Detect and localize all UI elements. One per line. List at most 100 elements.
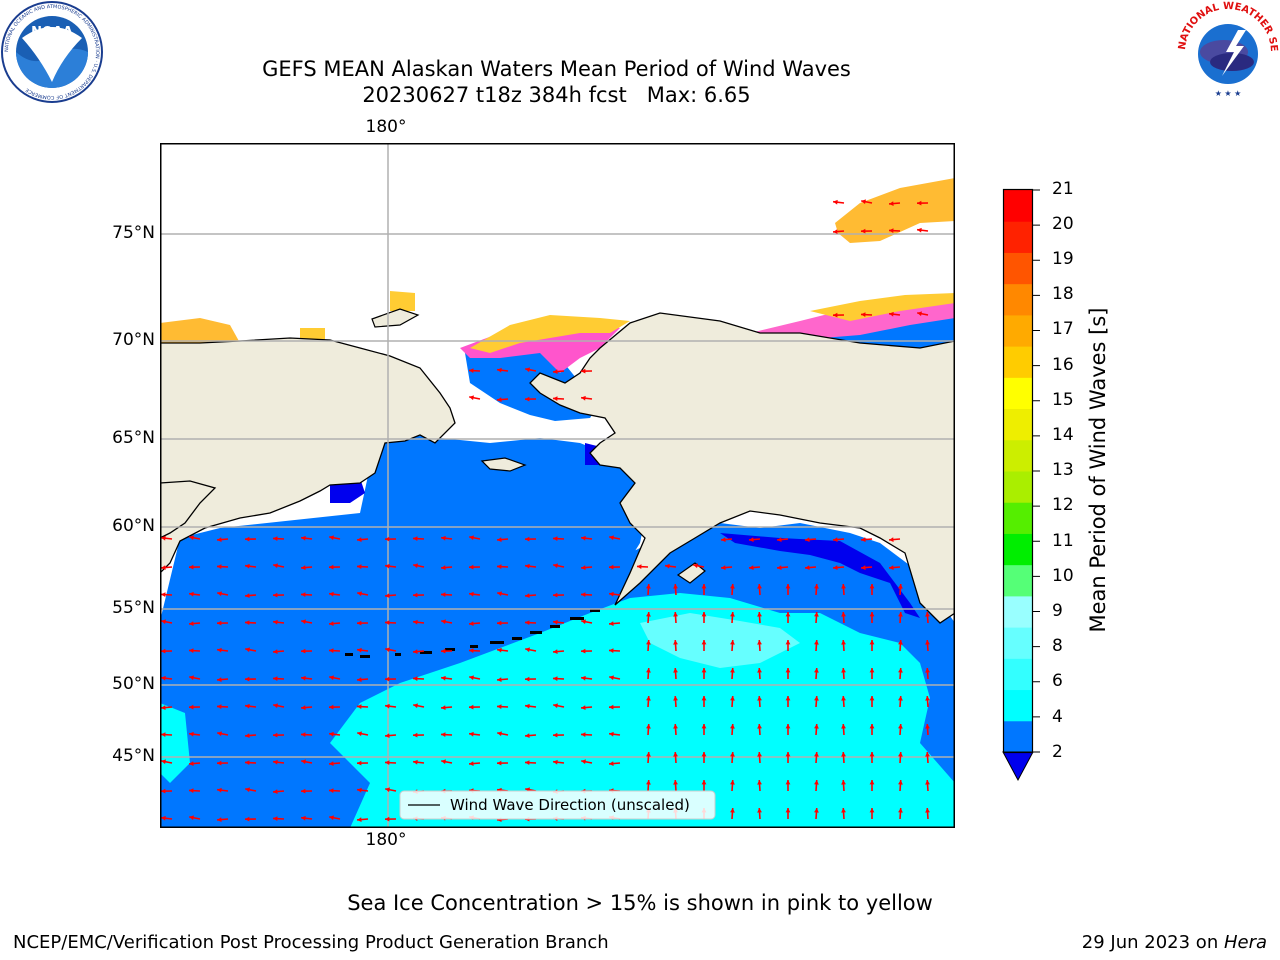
wave-direction-arrowhead	[273, 759, 278, 765]
land-st-lawrence-island	[480, 457, 527, 472]
land-alaska	[529, 312, 955, 624]
sea-ice-yellow-arctic	[835, 178, 955, 243]
wave-direction-arrowhead	[469, 731, 474, 737]
wave-direction-arrowhead	[917, 311, 922, 317]
wave-direction-arrowhead	[841, 780, 846, 785]
wave-direction-arrowhead	[245, 536, 250, 542]
wave-direction-arrowhead	[553, 563, 558, 569]
wave-direction-arrowhead	[189, 591, 194, 597]
wave-direction-arrowhead	[861, 199, 866, 205]
wave-direction-arrowhead	[553, 592, 558, 598]
land-kodiak	[676, 562, 706, 584]
wave-direction-arrowhead	[301, 648, 306, 654]
wave-direction-arrowhead	[329, 648, 334, 654]
colorbar-segment	[1004, 377, 1032, 410]
wave-direction-arrowhead	[861, 312, 866, 318]
wave-direction-arrowhead	[245, 676, 250, 682]
cb-tick-15: 15	[1052, 390, 1074, 410]
wave-direction-arrowhead	[925, 612, 930, 617]
sea-ice-yellow-beaufort	[810, 293, 955, 321]
wave-direction-arrowhead	[841, 808, 846, 813]
cb-tick-12: 12	[1052, 495, 1074, 515]
wave-direction-arrowhead	[673, 612, 678, 617]
wave-direction-arrowhead	[730, 752, 735, 757]
wave-direction-arrowhead	[497, 760, 502, 766]
wave-direction-arrowhead	[814, 696, 819, 701]
wave-direction-arrowhead	[925, 640, 930, 645]
wave-direction-arrowhead	[161, 788, 166, 794]
wave-direction-arrowhead	[553, 649, 558, 654]
wave-direction-arrowhead	[701, 780, 707, 785]
wave-direction-arrowhead	[785, 724, 791, 729]
wave-direction-arrowhead	[329, 704, 334, 710]
wave-direction-arrowhead	[673, 668, 678, 673]
wave-direction-arrowhead	[609, 761, 614, 766]
wave-direction-arrowhead	[553, 536, 558, 542]
wave-direction-arrowhead	[525, 563, 530, 569]
wave-direction-arrowhead	[469, 761, 474, 766]
wave-direction-arrowhead	[273, 536, 278, 542]
wave-direction-arrowhead	[161, 815, 166, 821]
colorbar-under-triangle	[1002, 751, 1034, 782]
wave-direction-arrowhead	[413, 619, 418, 625]
lat-label-45: 45°N	[112, 746, 155, 766]
wave-direction-arrowhead	[553, 396, 558, 402]
wave-direction-arrowhead	[609, 648, 614, 654]
wave-direction-arrowhead	[925, 696, 930, 701]
wave-direction-arrowhead	[329, 591, 334, 597]
wave-direction-arrowhead	[245, 787, 250, 793]
wave-direction-arrowhead	[673, 724, 678, 729]
wave-direction-arrowhead	[189, 675, 194, 681]
wave-direction-arrowhead	[329, 535, 334, 541]
wave-direction-arrowhead	[357, 731, 362, 737]
wave-direction-arrowhead	[869, 668, 875, 673]
wave-direction-arrowhead	[385, 647, 390, 653]
wave-direction-arrowhead	[245, 760, 250, 766]
wave-direction-arrowhead	[385, 703, 390, 709]
wave-direction-arrowhead	[701, 584, 707, 589]
wave-direction-arrowhead	[273, 592, 278, 598]
wave-direction-arrowhead	[217, 564, 222, 570]
cb-tick-2: 2	[1052, 742, 1063, 762]
wave-direction-arrowhead	[525, 647, 530, 653]
wave-direction-arrowhead	[441, 592, 446, 598]
wave-direction-arrowhead	[833, 565, 838, 570]
wave-direction-arrowhead	[673, 584, 678, 589]
wave-direction-arrowhead	[814, 612, 819, 617]
wave-direction-arrowhead	[329, 731, 334, 737]
wave-direction-arrowhead	[609, 564, 614, 570]
wave-direction-arrowhead	[869, 696, 875, 701]
wave-direction-arrowhead	[329, 675, 334, 681]
wave-direction-arrowhead	[245, 816, 250, 822]
wave-direction-arrowhead	[301, 759, 306, 765]
wave-direction-arrowhead	[525, 733, 530, 738]
footer-date: 29 Jun 2023 on Hera	[1082, 932, 1267, 953]
wave-direction-arrowhead	[785, 668, 791, 673]
colorbar-segment	[1004, 720, 1032, 753]
cb-tick-19: 19	[1052, 249, 1074, 269]
wave-direction-arrowhead	[189, 761, 194, 766]
wave-direction-arrowhead	[161, 648, 166, 654]
legend-label: Wind Wave Direction (unscaled)	[450, 796, 690, 814]
wave-direction-arrowhead	[646, 724, 651, 729]
footer-branch: NCEP/EMC/Verification Post Processing Pr…	[13, 932, 609, 953]
wave-direction-arrowhead	[413, 759, 418, 765]
map-panel: Wind Wave Direction (unscaled)	[160, 143, 955, 828]
wave-direction-arrowhead	[329, 564, 334, 570]
wave-direction-arrowhead	[581, 705, 586, 710]
wave-direction-arrowhead	[189, 788, 194, 794]
lat-label-70: 70°N	[112, 330, 155, 350]
wave-direction-arrowhead	[357, 564, 362, 570]
wave-direction-arrowhead	[730, 780, 735, 785]
wave-direction-arrowhead	[273, 816, 278, 822]
wave-direction-arrowhead	[785, 780, 791, 785]
wave-direction-arrowhead	[469, 704, 474, 710]
wave-direction-arrowhead	[525, 703, 530, 709]
colorbar-segment	[1004, 408, 1032, 441]
cb-tick-18: 18	[1052, 284, 1074, 304]
wave-direction-arrowhead	[161, 675, 166, 681]
wave-direction-arrowhead	[273, 703, 278, 709]
wave-direction-arrowhead	[861, 537, 866, 542]
wave-direction-arrowhead	[925, 808, 930, 813]
wave-direction-arrowhead	[701, 668, 707, 673]
